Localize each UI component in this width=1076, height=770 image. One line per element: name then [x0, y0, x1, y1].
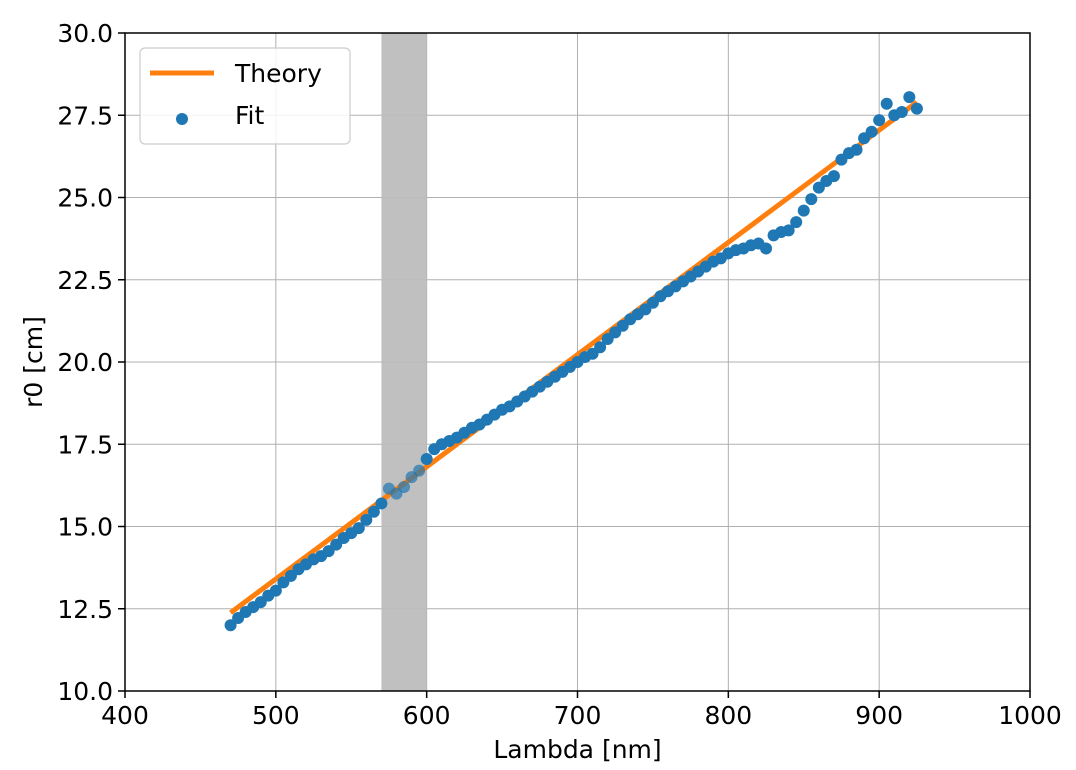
fit-point	[895, 105, 908, 118]
y-tick-label: 17.5	[57, 430, 113, 459]
fit-point	[398, 481, 411, 494]
fit-point	[420, 453, 433, 466]
y-axis-label: r0 [cm]	[19, 316, 48, 408]
x-axis-ticks: 400 500 600 700 800 900 1000	[101, 691, 1062, 730]
fit-point	[224, 619, 237, 632]
y-tick-label: 15.0	[57, 513, 113, 542]
legend-theory-label: Theory	[234, 59, 322, 88]
fit-point	[360, 513, 373, 526]
y-tick-label: 25.0	[57, 184, 113, 213]
x-tick-label: 400	[101, 701, 149, 730]
fit-point	[760, 242, 773, 255]
shaded-region-layer	[381, 33, 427, 691]
grid	[124, 32, 1031, 692]
fit-point	[903, 91, 916, 104]
x-tick-label: 900	[855, 701, 903, 730]
y-tick-label: 22.5	[57, 266, 113, 295]
fit-point	[797, 204, 810, 217]
fit-point	[873, 114, 886, 127]
fit-point	[594, 341, 607, 354]
y-tick-label: 12.5	[57, 595, 113, 624]
x-tick-label: 500	[252, 701, 300, 730]
fit-point	[865, 125, 878, 138]
x-tick-label: 1000	[998, 701, 1062, 730]
fit-point	[827, 170, 840, 183]
legend: Theory Fit	[139, 47, 351, 145]
legend-fit-swatch	[176, 113, 188, 125]
fit-point	[375, 497, 388, 510]
y-tick-label: 30.0	[57, 19, 113, 48]
fit-point	[850, 143, 863, 156]
fit-point	[790, 216, 803, 229]
y-tick-label: 27.5	[57, 101, 113, 130]
shaded-region	[381, 33, 427, 691]
x-tick-label: 600	[403, 701, 451, 730]
fit-series	[224, 91, 923, 632]
fit-point	[269, 584, 282, 597]
x-tick-label: 800	[704, 701, 752, 730]
x-tick-label: 700	[554, 701, 602, 730]
y-tick-label: 10.0	[57, 677, 113, 706]
fit-point	[782, 224, 795, 237]
fit-point	[367, 505, 380, 518]
fit-point	[413, 464, 426, 477]
y-tick-label: 20.0	[57, 348, 113, 377]
x-axis-label: Lambda [nm]	[493, 735, 661, 764]
legend-fit-label: Fit	[235, 101, 265, 130]
fit-point	[805, 193, 818, 206]
fit-point	[352, 522, 365, 535]
fit-point	[910, 102, 923, 115]
y-axis-ticks: 10.0 12.5 15.0 17.5 20.0 22.5 25.0 27.5 30.0	[57, 19, 125, 706]
fit-point	[880, 97, 893, 110]
